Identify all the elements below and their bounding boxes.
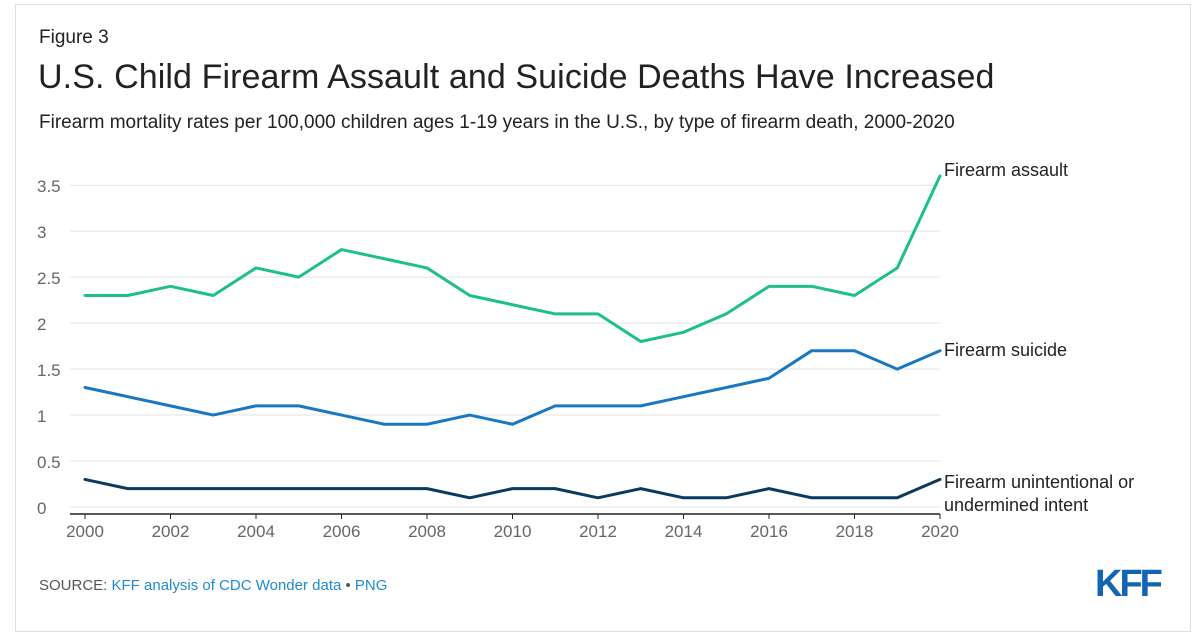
x-tick-label: 2014 xyxy=(665,522,703,541)
x-tick-label: 2004 xyxy=(237,522,275,541)
y-tick-label: 3 xyxy=(37,223,46,242)
png-download-link[interactable]: PNG xyxy=(354,577,388,594)
x-tick-label: 2020 xyxy=(921,522,959,541)
series-line-1 xyxy=(83,174,942,343)
x-tick-label: 2010 xyxy=(494,522,532,541)
y-tick-label: 0.5 xyxy=(37,453,61,472)
source-note: SOURCE: KFF analysis of CDC Wonder data … xyxy=(39,577,387,594)
x-tick-label: 2002 xyxy=(152,522,190,541)
series-label-2: Firearm suicide xyxy=(944,340,1067,360)
series-label-3: Firearm unintentional or xyxy=(944,472,1134,492)
chart-title: U.S. Child Firearm Assault and Suicide D… xyxy=(38,58,995,96)
series-label-3: undermined intent xyxy=(944,495,1088,515)
x-tick-label: 2018 xyxy=(836,522,874,541)
x-tick-label: 2000 xyxy=(66,522,104,541)
y-tick-label: 2 xyxy=(37,315,46,334)
series-label-1: Firearm assault xyxy=(944,160,1068,180)
y-tick-label: 3.5 xyxy=(37,177,61,196)
y-tick-label: 0 xyxy=(37,499,46,518)
source-link[interactable]: KFF analysis of CDC Wonder data xyxy=(111,577,342,594)
x-tick-label: 2012 xyxy=(579,522,617,541)
figure-label: Figure 3 xyxy=(39,27,109,48)
x-tick-label: 2008 xyxy=(408,522,446,541)
series-line-3 xyxy=(83,477,942,500)
y-tick-label: 1 xyxy=(37,407,46,426)
kff-logo: KFF xyxy=(1095,563,1163,605)
chart-subtitle: Firearm mortality rates per 100,000 chil… xyxy=(39,112,955,133)
y-tick-label: 2.5 xyxy=(37,269,61,288)
series-line-2 xyxy=(83,349,942,426)
source-prefix: SOURCE: xyxy=(39,577,112,594)
source-separator: • xyxy=(341,577,355,594)
y-tick-label: 1.5 xyxy=(37,361,61,380)
x-tick-label: 2016 xyxy=(750,522,788,541)
x-tick-label: 2006 xyxy=(323,522,361,541)
